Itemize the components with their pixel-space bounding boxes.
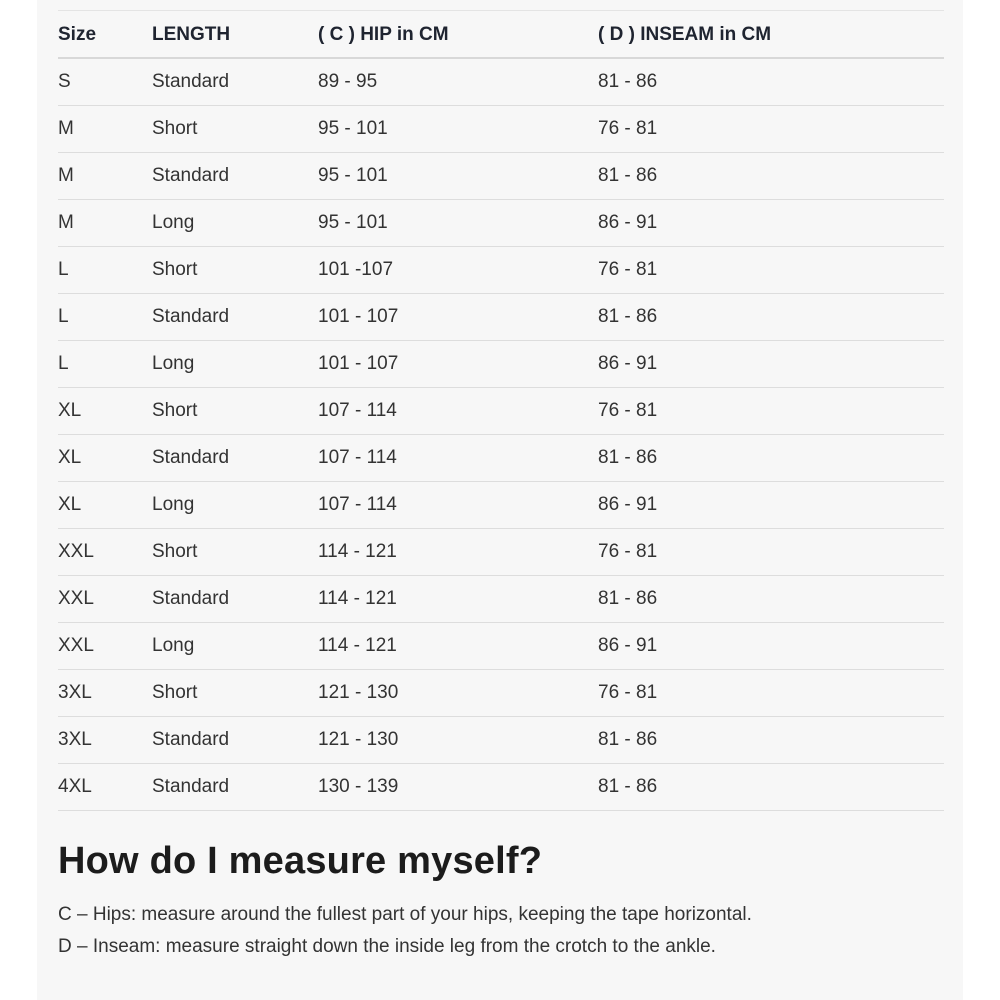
cell-hip: 95 - 101: [318, 199, 598, 247]
cell-inseam: 81 - 86: [598, 716, 944, 764]
column-header-hip: ( C ) HIP in CM: [318, 10, 598, 59]
cell-size: 4XL: [58, 763, 152, 811]
cell-hip: 101 - 107: [318, 293, 598, 341]
cell-size: XL: [58, 387, 152, 435]
cell-hip: 107 - 114: [318, 481, 598, 529]
cell-hip: 107 - 114: [318, 434, 598, 482]
table-row: 3XL Short 121 - 130 76 - 81: [58, 669, 944, 717]
table-row: S Standard 89 - 95 81 - 86: [58, 58, 944, 106]
cell-length: Short: [152, 528, 318, 576]
cell-length: Standard: [152, 763, 318, 811]
cell-size: L: [58, 246, 152, 294]
cell-inseam: 81 - 86: [598, 763, 944, 811]
cell-length: Standard: [152, 58, 318, 106]
cell-hip: 121 - 130: [318, 669, 598, 717]
cell-length: Standard: [152, 293, 318, 341]
table-row: XL Long 107 - 114 86 - 91: [58, 481, 944, 529]
table-row: XXL Standard 114 - 121 81 - 86: [58, 575, 944, 623]
table-row: XL Standard 107 - 114 81 - 86: [58, 434, 944, 482]
cell-inseam: 76 - 81: [598, 105, 944, 153]
cell-size: L: [58, 293, 152, 341]
cell-length: Short: [152, 246, 318, 294]
cell-length: Long: [152, 622, 318, 670]
cell-inseam: 76 - 81: [598, 669, 944, 717]
table-row: XXL Short 114 - 121 76 - 81: [58, 528, 944, 576]
table-row: L Short 101 -107 76 - 81: [58, 246, 944, 294]
table-row: L Standard 101 - 107 81 - 86: [58, 293, 944, 341]
cell-length: Long: [152, 481, 318, 529]
table-row: XXL Long 114 - 121 86 - 91: [58, 622, 944, 670]
cell-hip: 107 - 114: [318, 387, 598, 435]
cell-length: Short: [152, 669, 318, 717]
cell-size: S: [58, 58, 152, 106]
cell-size: XXL: [58, 622, 152, 670]
cell-length: Standard: [152, 575, 318, 623]
cell-size: 3XL: [58, 669, 152, 717]
cell-inseam: 76 - 81: [598, 387, 944, 435]
measure-instruction-inseam: D – Inseam: measure straight down the in…: [58, 936, 716, 957]
cell-size: XL: [58, 481, 152, 529]
cell-inseam: 81 - 86: [598, 575, 944, 623]
cell-hip: 121 - 130: [318, 716, 598, 764]
cell-length: Short: [152, 105, 318, 153]
cell-hip: 114 - 121: [318, 528, 598, 576]
cell-length: Long: [152, 199, 318, 247]
cell-hip: 101 -107: [318, 246, 598, 294]
cell-hip: 95 - 101: [318, 105, 598, 153]
cell-length: Short: [152, 387, 318, 435]
cell-inseam: 81 - 86: [598, 152, 944, 200]
cell-hip: 89 - 95: [318, 58, 598, 106]
cell-length: Standard: [152, 152, 318, 200]
size-chart-panel: Size LENGTH( C ) HIP in CM( D ) INSEAM in…: [37, 0, 963, 1000]
cell-size: M: [58, 199, 152, 247]
cell-size: L: [58, 340, 152, 388]
cell-inseam: 86 - 91: [598, 481, 944, 529]
table-row: 3XL Standard 121 - 130 81 - 86: [58, 716, 944, 764]
measure-instruction-hips: C – Hips: measure around the fullest par…: [58, 904, 752, 925]
column-header-length: LENGTH: [152, 10, 318, 59]
table-row: M Short 95 - 101 76 - 81: [58, 105, 944, 153]
column-header-size: Size: [58, 10, 152, 59]
cell-inseam: 86 - 91: [598, 340, 944, 388]
cell-size: M: [58, 152, 152, 200]
cell-size: XXL: [58, 528, 152, 576]
size-chart-body: S Standard 89 - 95 81 - 86 M Short 95 - 101 76 …: [58, 58, 944, 811]
table-row: L Long 101 - 107 86 - 91: [58, 340, 944, 388]
cell-size: 3XL: [58, 716, 152, 764]
cell-inseam: 81 - 86: [598, 293, 944, 341]
table-row: XL Short 107 - 114 76 - 81: [58, 387, 944, 435]
measure-heading: How do I measure myself?: [58, 840, 543, 882]
size-chart-head: Size LENGTH( C ) HIP in CM( D ) INSEAM in…: [58, 10, 944, 59]
cell-length: Standard: [152, 716, 318, 764]
header-row: Size LENGTH( C ) HIP in CM( D ) INSEAM in…: [58, 10, 944, 59]
cell-hip: 114 - 121: [318, 622, 598, 670]
table-row: M Long 95 - 101 86 - 91: [58, 199, 944, 247]
cell-hip: 101 - 107: [318, 340, 598, 388]
table-row: 4XL Standard 130 - 139 81 - 86: [58, 763, 944, 811]
cell-inseam: 76 - 81: [598, 528, 944, 576]
column-header-inseam: ( D ) INSEAM in CM: [598, 10, 944, 59]
cell-inseam: 86 - 91: [598, 199, 944, 247]
cell-size: XL: [58, 434, 152, 482]
cell-size: XXL: [58, 575, 152, 623]
size-chart-table: Size LENGTH( C ) HIP in CM( D ) INSEAM in…: [58, 10, 944, 811]
cell-inseam: 81 - 86: [598, 58, 944, 106]
cell-length: Standard: [152, 434, 318, 482]
cell-length: Long: [152, 340, 318, 388]
cell-inseam: 86 - 91: [598, 622, 944, 670]
cell-hip: 95 - 101: [318, 152, 598, 200]
cell-hip: 130 - 139: [318, 763, 598, 811]
cell-hip: 114 - 121: [318, 575, 598, 623]
cell-inseam: 81 - 86: [598, 434, 944, 482]
table-row: M Standard 95 - 101 81 - 86: [58, 152, 944, 200]
cell-size: M: [58, 105, 152, 153]
cell-inseam: 76 - 81: [598, 246, 944, 294]
